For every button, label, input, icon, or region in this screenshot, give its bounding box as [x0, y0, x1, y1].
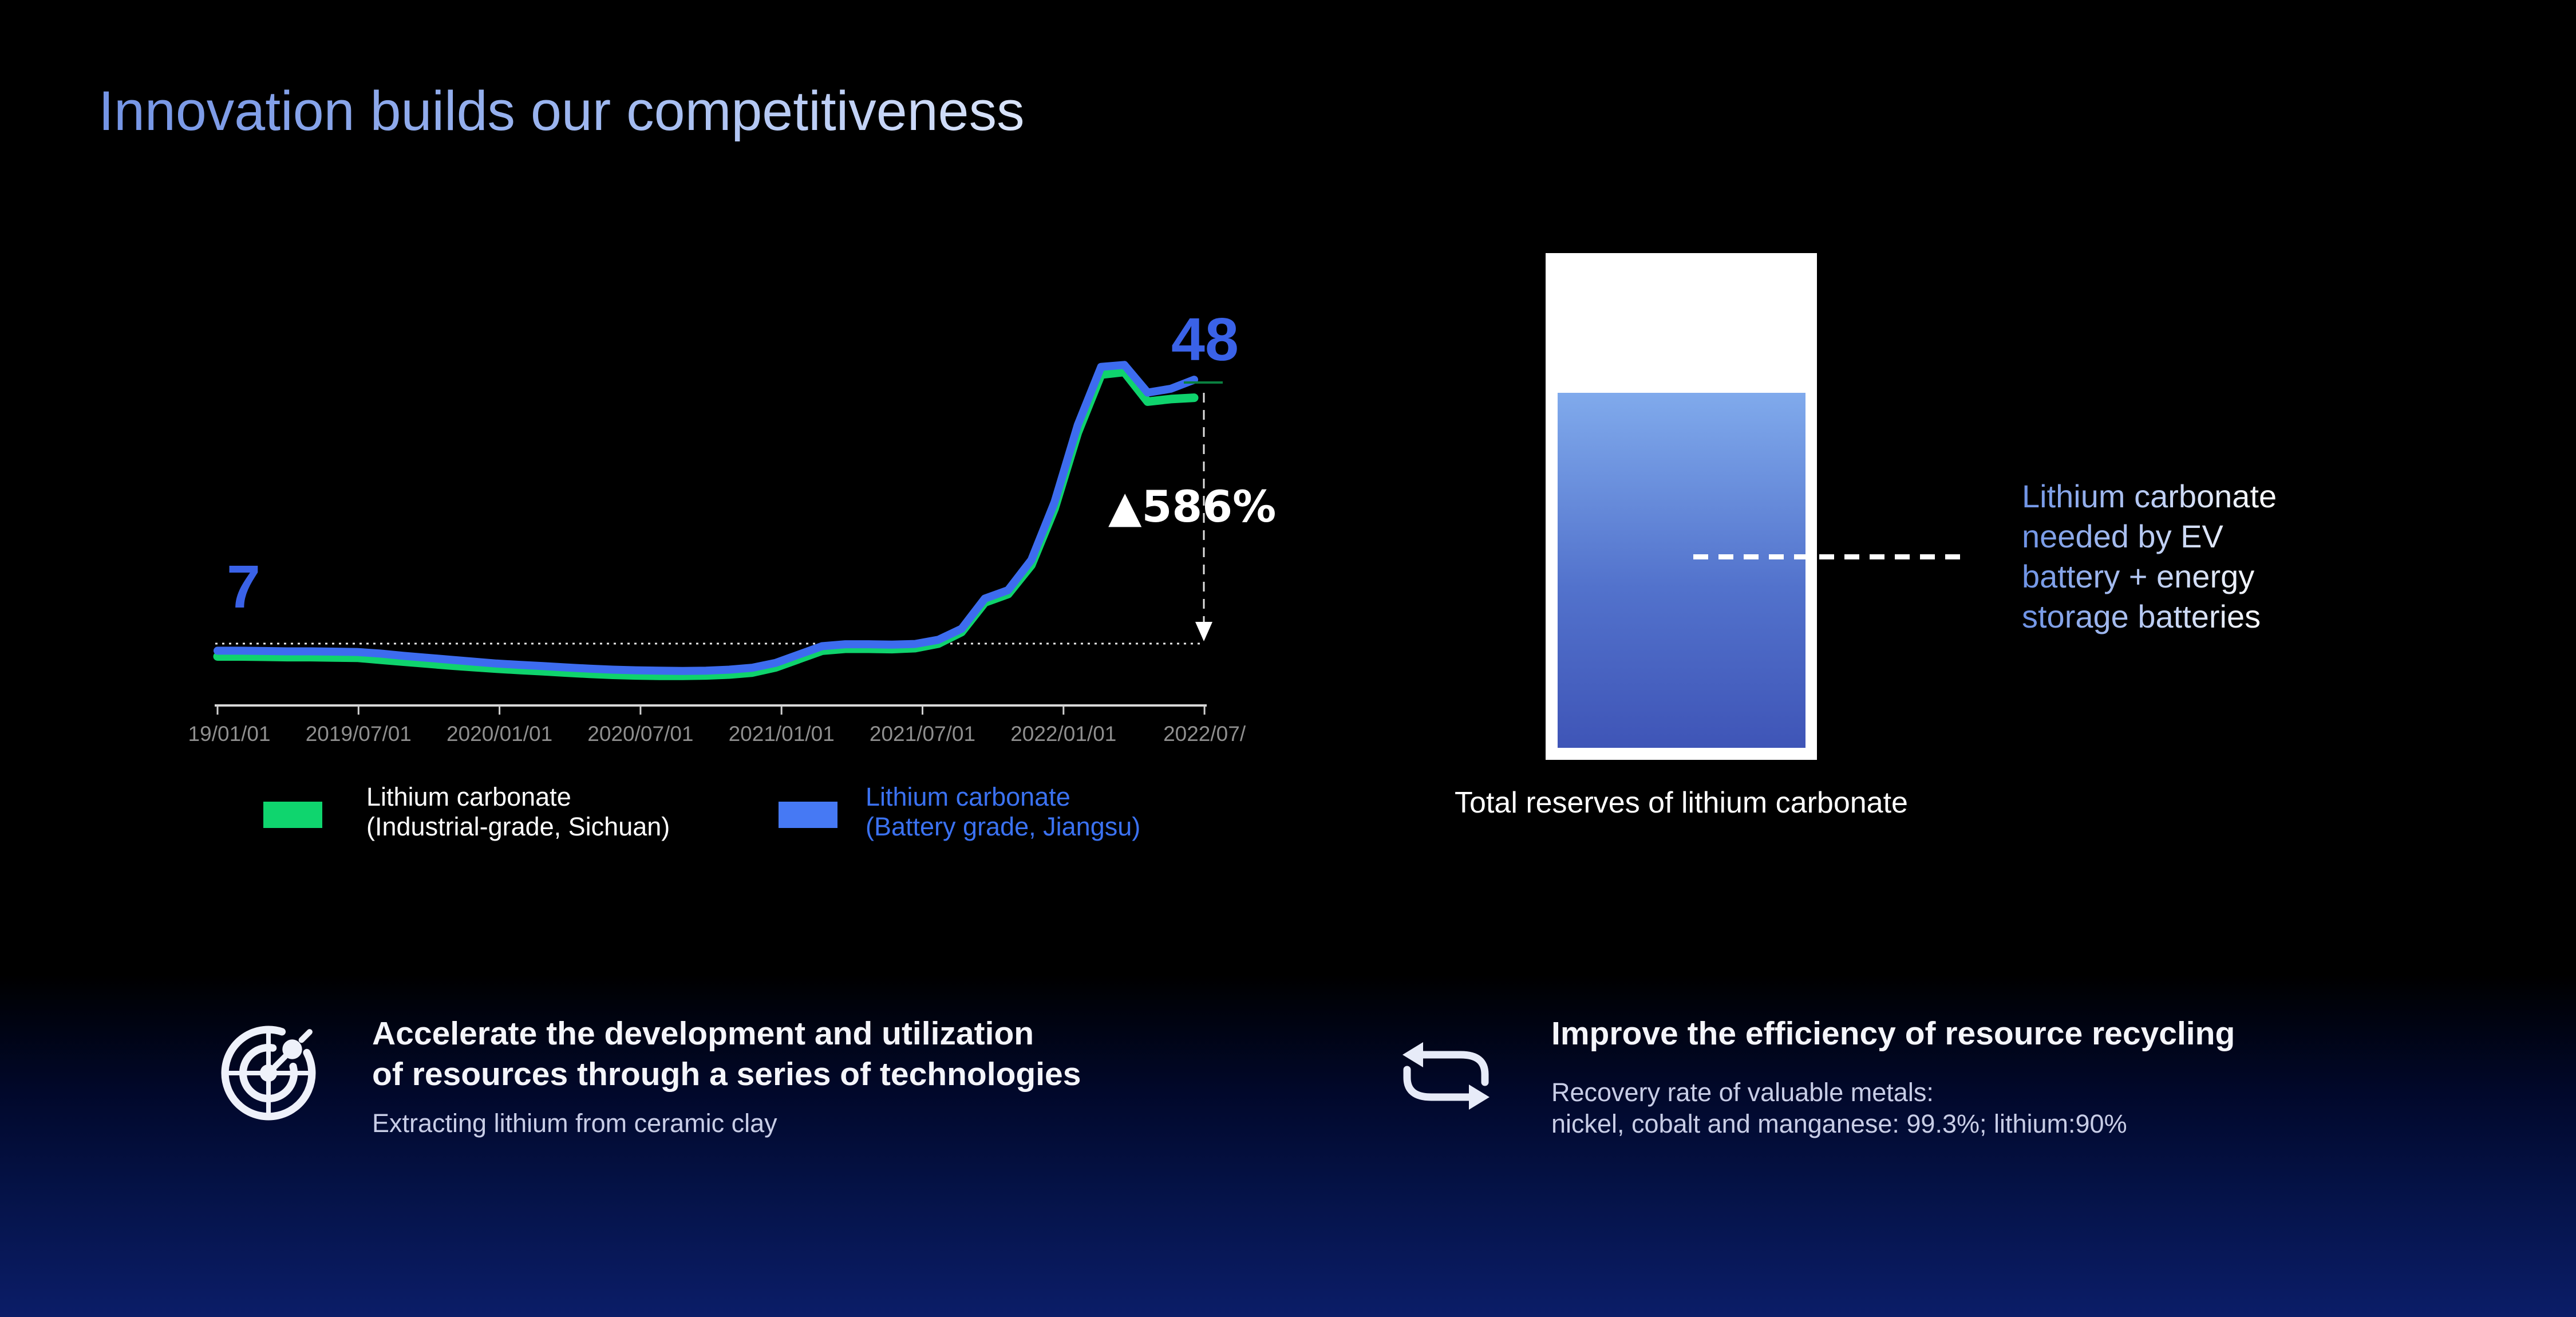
svg-text:2022/07/: 2022/07/: [1163, 722, 1246, 746]
svg-text:2021/07/01: 2021/07/01: [870, 722, 975, 746]
price-trend-chart-canvas: 2019/01/01 2019/07/01 2020/01/01 2020/07/01…: [189, 361, 1246, 746]
feature-recycling-subtitle-line2: nickel, cobalt and manganese: 99.3%; lit…: [1551, 1109, 2127, 1138]
reserves-note-line: storage batteries: [2022, 597, 2277, 637]
feature-development-subtitle: Extracting lithium from ceramic clay: [372, 1109, 777, 1138]
legend-swatch-battery: [779, 802, 837, 828]
legend-swatch-industrial: [263, 802, 322, 828]
svg-text:2020/07/01: 2020/07/01: [587, 722, 693, 746]
reserves-note-line: Lithium carbonate: [2022, 476, 2277, 516]
feature-development-title-line2: of resources through a series of technol…: [372, 1056, 1081, 1093]
reserves-note-line: battery + energy: [2022, 557, 2277, 597]
feature-recycling-subtitle: Recovery rate of valuable metals: nickel…: [1551, 1077, 2127, 1139]
chart-start-value-label: 7: [227, 553, 260, 621]
chart-end-value-label: 48: [1171, 306, 1239, 373]
page-title: Innovation builds our competitiveness: [98, 80, 1025, 142]
feature-development-title-line1: Accelerate the development and utilizati…: [372, 1015, 1034, 1052]
reserves-caption: Total reserves of lithium carbonate: [1455, 786, 1908, 819]
price-trend-chart: 2019/01/01 2019/07/01 2020/01/01 2020/07/01…: [189, 298, 1362, 767]
recycle-arrows-icon: [1402, 1042, 1490, 1110]
svg-text:2020/01/01: 2020/01/01: [447, 722, 552, 746]
reserves-note: Lithium carbonate needed by EV battery +…: [2022, 476, 2277, 637]
feature-recycling-subtitle-line1: Recovery rate of valuable metals:: [1551, 1078, 1934, 1107]
legend-item-industrial: Lithium carbonate (Industrial-grade, Sic…: [366, 782, 670, 842]
svg-text:2022/01/01: 2022/01/01: [1010, 722, 1116, 746]
legend-label-battery-line1: Lithium carbonate: [866, 782, 1070, 811]
feature-development: Accelerate the development and utilizati…: [372, 1014, 1081, 1095]
svg-text:2019/07/01: 2019/07/01: [306, 722, 412, 746]
reserves-tank: [1546, 253, 1817, 760]
reserves-note-line: needed by EV: [2022, 516, 2277, 557]
reserves-callout-dashed-line: [1693, 554, 1962, 559]
feature-recycling-title: Improve the efficiency of resource recyc…: [1551, 1015, 2235, 1052]
svg-text:2019/01/01: 2019/01/01: [189, 722, 271, 746]
chart-change-label: ▲586%: [1108, 481, 1277, 532]
legend-label-industrial-line1: Lithium carbonate: [366, 782, 571, 811]
radar-target-icon: [221, 1026, 316, 1121]
legend-label-battery-line2: (Battery grade, Jiangsu): [866, 812, 1141, 841]
svg-text:2021/01/01: 2021/01/01: [729, 722, 835, 746]
reserves-tank-fill: [1558, 393, 1805, 748]
legend-item-battery: Lithium carbonate (Battery grade, Jiangs…: [866, 782, 1140, 842]
legend-label-industrial-line2: (Industrial-grade, Sichuan): [366, 812, 670, 841]
